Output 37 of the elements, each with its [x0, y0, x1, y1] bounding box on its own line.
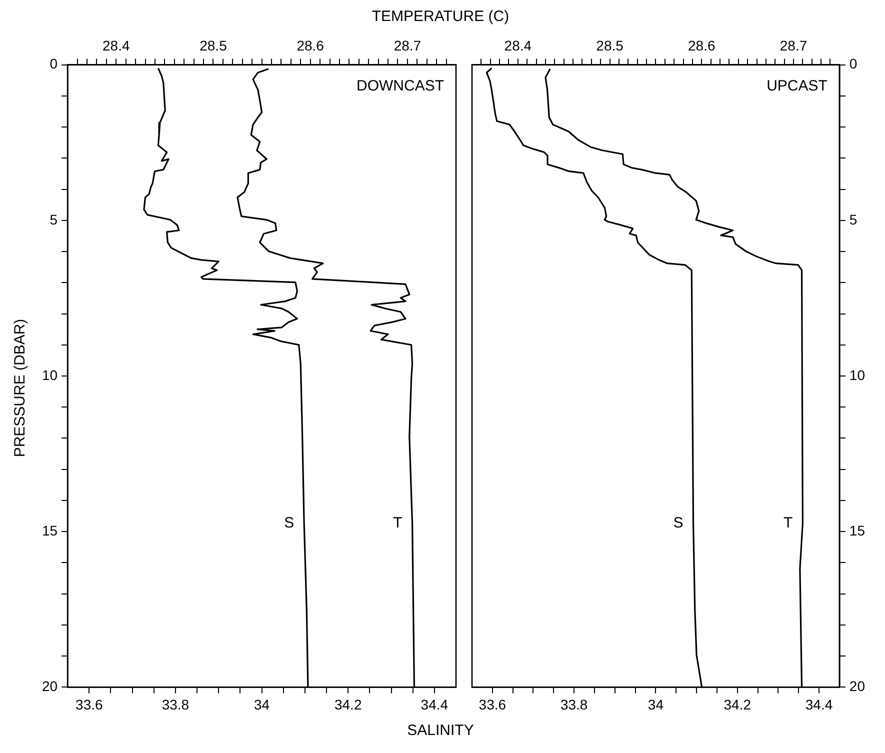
- annotation: UPCAST: [766, 77, 828, 94]
- x-tick-label: 33.6: [478, 696, 506, 712]
- x-tick-label: 33.6: [76, 696, 103, 712]
- annotation: DOWNCAST: [356, 77, 444, 94]
- series-label: T: [393, 514, 402, 532]
- x-tick-label: 34.4: [420, 696, 448, 712]
- y-tick-label: 15: [42, 522, 58, 538]
- x-tick-label: 34.2: [724, 696, 752, 712]
- y-axis-title: PRESSURE (DBAR): [12, 318, 28, 458]
- x-tick-label: 34: [254, 696, 270, 712]
- y-tick-label: 5: [849, 211, 858, 228]
- y-tick-label: 20: [42, 678, 58, 694]
- series-label: S: [284, 514, 294, 532]
- x2-axis-title: TEMPERATURE (C): [370, 8, 510, 25]
- x2-tick-label: 28.5: [596, 37, 624, 54]
- x2-tick-label: 28.6: [296, 37, 324, 54]
- series-label: S: [673, 514, 684, 532]
- y-tick-label: 20: [849, 678, 866, 694]
- y-tick-label: 5: [50, 211, 58, 228]
- x-tick-label: 33.8: [560, 696, 588, 712]
- x-tick-label: 34: [648, 696, 664, 712]
- x-tick-label: 33.8: [162, 696, 190, 712]
- series-label: T: [784, 514, 793, 532]
- y-tick-label: 0: [50, 56, 58, 72]
- y-tick-label: 10: [849, 366, 866, 383]
- x-axis-title: SALINITY: [406, 722, 475, 739]
- x2-tick-label: 28.4: [504, 37, 532, 54]
- x2-tick-label: 28.7: [394, 37, 422, 54]
- x2-tick-label: 28.7: [780, 37, 808, 54]
- y-tick-label: 0: [849, 56, 858, 72]
- y-tick-label: 10: [42, 366, 58, 383]
- y-tick-label: 15: [849, 522, 866, 538]
- x-tick-label: 34.2: [334, 696, 362, 712]
- x2-tick-label: 28.5: [200, 37, 228, 54]
- x-tick-label: 34.4: [805, 696, 833, 712]
- x2-tick-label: 28.4: [102, 37, 130, 54]
- x2-tick-label: 28.6: [688, 37, 716, 54]
